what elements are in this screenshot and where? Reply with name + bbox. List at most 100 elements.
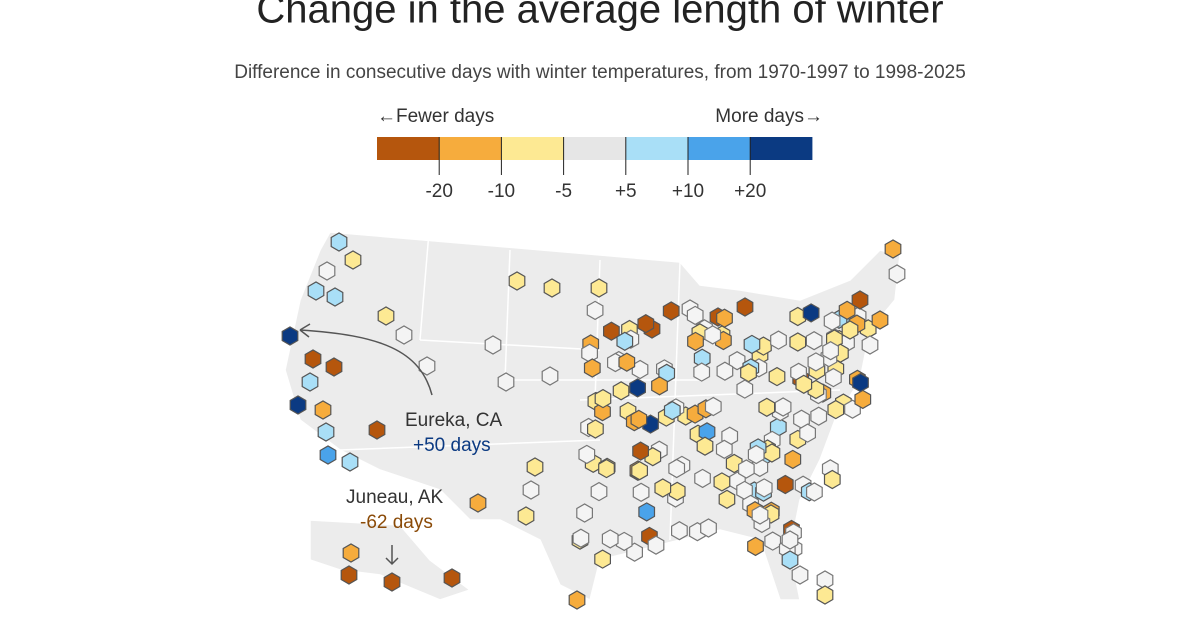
eureka-arrowhead xyxy=(299,323,311,338)
legend-left-label: ←Fewer days xyxy=(377,106,494,127)
station-hex xyxy=(791,565,809,585)
station-hex xyxy=(616,331,634,351)
station-hex xyxy=(586,300,604,321)
eureka-label: Eureka, CA xyxy=(405,410,502,431)
station-hex xyxy=(632,482,650,502)
legend-tick-label: +20 xyxy=(734,181,766,202)
station-hex xyxy=(368,420,386,440)
station-hex xyxy=(789,332,807,352)
station-hex xyxy=(816,585,834,605)
station-hex xyxy=(851,290,869,310)
base-map xyxy=(284,219,901,602)
juneau-arrow xyxy=(385,545,399,566)
station-hex xyxy=(543,278,561,298)
station-hex xyxy=(888,264,906,284)
legend-swatch xyxy=(750,137,813,160)
station-hex xyxy=(824,367,842,388)
station-hex xyxy=(807,352,825,372)
station-hex xyxy=(638,502,656,522)
station-hex xyxy=(637,314,655,334)
station-hex xyxy=(598,458,615,479)
station-hex xyxy=(526,457,544,477)
station-hex xyxy=(583,358,601,378)
station-hex xyxy=(651,376,668,396)
legend-tick-label: +5 xyxy=(615,181,637,202)
station-hex xyxy=(289,395,307,415)
station-hex xyxy=(852,372,869,393)
station-hex xyxy=(736,379,754,399)
station-hex xyxy=(768,366,786,387)
station-hex xyxy=(301,372,319,392)
station-hex xyxy=(713,472,731,492)
station-hex xyxy=(631,461,649,481)
station-hex xyxy=(781,530,799,550)
station-hex xyxy=(630,409,648,429)
station-hex xyxy=(581,343,599,363)
station-hex xyxy=(522,480,540,500)
station-hex xyxy=(718,489,736,509)
station-hexes xyxy=(281,232,906,610)
station-hex xyxy=(590,481,608,502)
eureka-value: +50 days xyxy=(413,435,491,456)
station-hex xyxy=(340,565,358,585)
station-hex xyxy=(871,310,889,330)
station-hex xyxy=(576,503,594,523)
station-hex xyxy=(704,396,722,417)
station-hex xyxy=(770,330,787,350)
station-hex xyxy=(517,506,535,526)
station-hex xyxy=(307,281,325,301)
station-hex xyxy=(747,536,764,557)
station-hex xyxy=(318,261,336,281)
legend-swatch xyxy=(377,137,440,160)
legend-swatch xyxy=(625,137,688,160)
station-hex xyxy=(781,550,799,570)
legend: -20 -10 -5 +5 +10 +20 xyxy=(377,137,813,202)
station-hex xyxy=(716,308,733,328)
station-hex xyxy=(317,422,335,442)
station-hex xyxy=(615,531,633,552)
station-hex xyxy=(668,481,686,501)
legend-swatch xyxy=(501,137,564,160)
station-hex xyxy=(594,388,612,409)
station-hex xyxy=(736,297,754,317)
station-hex xyxy=(755,478,773,498)
station-hex xyxy=(884,239,902,259)
station-hex xyxy=(647,535,665,555)
station-hex xyxy=(568,590,586,610)
station-hex xyxy=(693,362,711,382)
station-hex xyxy=(758,397,776,417)
station-hex xyxy=(700,518,717,538)
legend-tick-label: -20 xyxy=(425,181,452,202)
subtitle: Difference in consecutive days with wint… xyxy=(234,62,966,83)
station-hex xyxy=(344,250,362,270)
station-hex xyxy=(612,381,630,401)
station-hex xyxy=(740,363,757,383)
legend-tick-label: -10 xyxy=(488,181,515,202)
station-hex xyxy=(861,335,879,355)
station-hex xyxy=(377,306,395,326)
station-hex xyxy=(743,334,761,355)
station-hex xyxy=(418,356,436,376)
legend-swatch xyxy=(688,137,751,160)
station-hex xyxy=(578,444,596,465)
station-hex xyxy=(330,232,348,252)
station-hex xyxy=(341,452,359,472)
station-hex xyxy=(443,568,461,588)
station-hex xyxy=(776,474,794,495)
station-hex xyxy=(662,301,680,321)
station-hex xyxy=(728,351,746,371)
station-hex xyxy=(663,400,681,421)
station-hex xyxy=(594,549,612,569)
station-hex xyxy=(687,331,704,352)
station-hex xyxy=(686,305,704,326)
station-hex xyxy=(715,439,733,459)
station-hex xyxy=(541,366,559,386)
legend-right-label: More days→ xyxy=(715,106,823,127)
station-hex xyxy=(670,521,688,541)
station-hex xyxy=(822,341,840,361)
station-hex xyxy=(827,399,845,420)
station-hex xyxy=(823,311,841,331)
station-hex xyxy=(802,303,820,323)
station-hex xyxy=(395,325,413,345)
